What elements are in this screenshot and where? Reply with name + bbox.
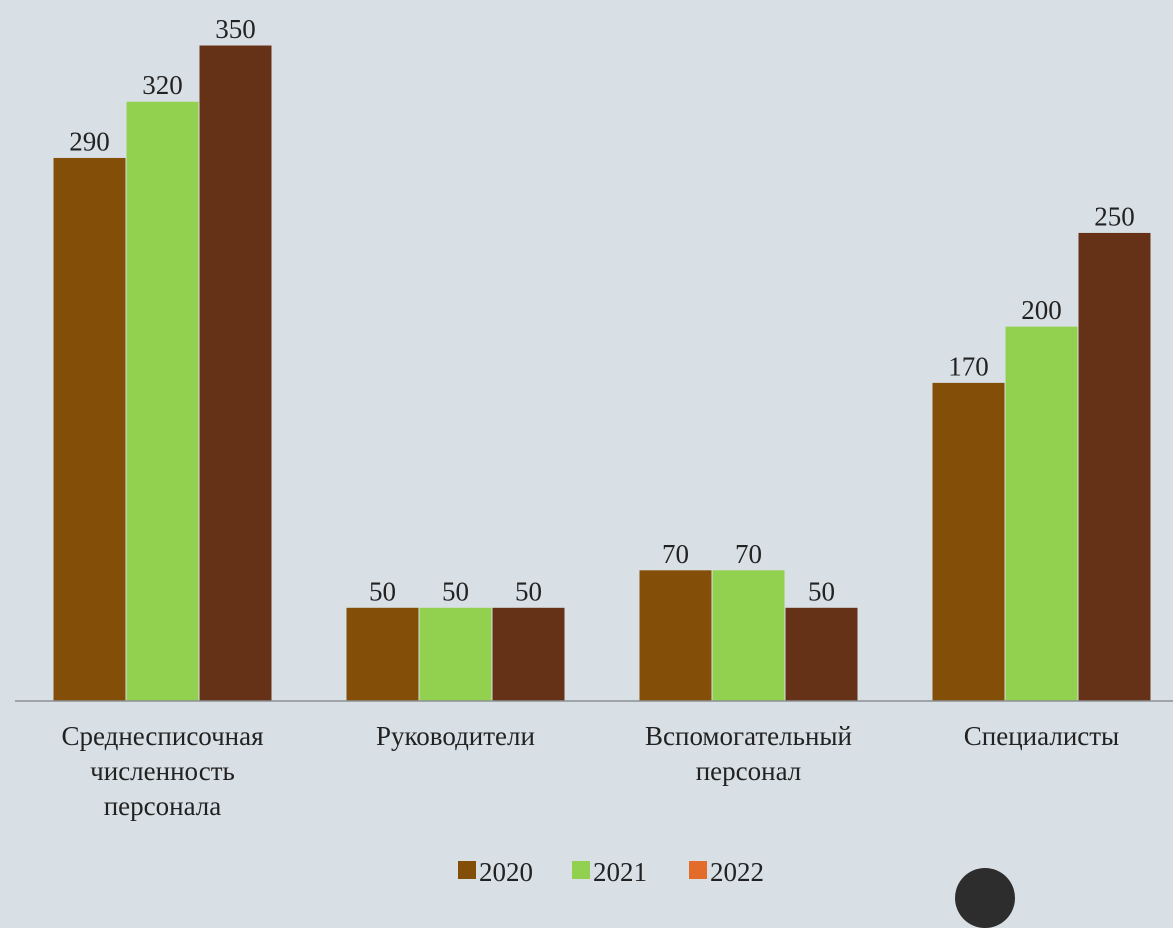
bar-2020 bbox=[931, 381, 1006, 702]
data-label: 50 bbox=[808, 576, 835, 606]
chart-area: 290 50 70 170 320 50 70 200 350 50 50 250 Среднеспи… bbox=[15, 14, 1173, 928]
bar-third bbox=[491, 606, 566, 702]
bar-2021 bbox=[711, 569, 786, 702]
bars-layer bbox=[52, 44, 1152, 702]
data-labels-layer: 290 50 70 170 320 50 70 200 350 50 50 250 bbox=[69, 14, 1135, 606]
legend-swatch bbox=[572, 861, 590, 879]
data-label: 320 bbox=[142, 70, 183, 100]
bar-2021 bbox=[125, 100, 200, 702]
data-label: 50 bbox=[515, 576, 542, 606]
bar-third bbox=[198, 44, 273, 702]
legend: 2020 2021 2022 bbox=[458, 857, 764, 887]
bar-2020 bbox=[52, 156, 127, 702]
legend-swatch bbox=[458, 861, 476, 879]
legend-label: 2021 bbox=[593, 857, 647, 884]
overlay-circle bbox=[955, 868, 1015, 928]
legend-swatch bbox=[689, 861, 707, 879]
category-labels-layer: Среднесписочная численность персонала Руков… bbox=[61, 721, 1119, 821]
bar-chart: 290 50 70 170 320 50 70 200 350 50 50 250 Среднеспи… bbox=[15, 14, 1173, 887]
legend-label: 2020 bbox=[479, 857, 533, 884]
data-label: 200 bbox=[1021, 295, 1062, 325]
data-label: 50 bbox=[369, 576, 396, 606]
category-label: Руководители bbox=[376, 721, 535, 751]
bar-2020 bbox=[345, 606, 420, 702]
bar-2021 bbox=[1004, 325, 1079, 702]
data-label: 170 bbox=[948, 351, 989, 381]
data-label: 70 bbox=[662, 539, 689, 569]
data-label: 70 bbox=[735, 539, 762, 569]
bar-2020 bbox=[638, 569, 713, 702]
data-label: 50 bbox=[442, 576, 469, 606]
category-label: Вспомогательный персонал bbox=[645, 721, 852, 786]
bar-third bbox=[1077, 231, 1152, 702]
legend-label: 2022 bbox=[710, 857, 764, 884]
category-label: Специалисты bbox=[964, 721, 1119, 751]
data-label: 350 bbox=[215, 14, 256, 44]
category-label: Среднесписочная численность персонала bbox=[61, 721, 263, 821]
data-label: 250 bbox=[1094, 201, 1135, 231]
data-label: 290 bbox=[69, 126, 110, 156]
bar-third bbox=[784, 606, 859, 702]
bar-2021 bbox=[418, 606, 493, 702]
